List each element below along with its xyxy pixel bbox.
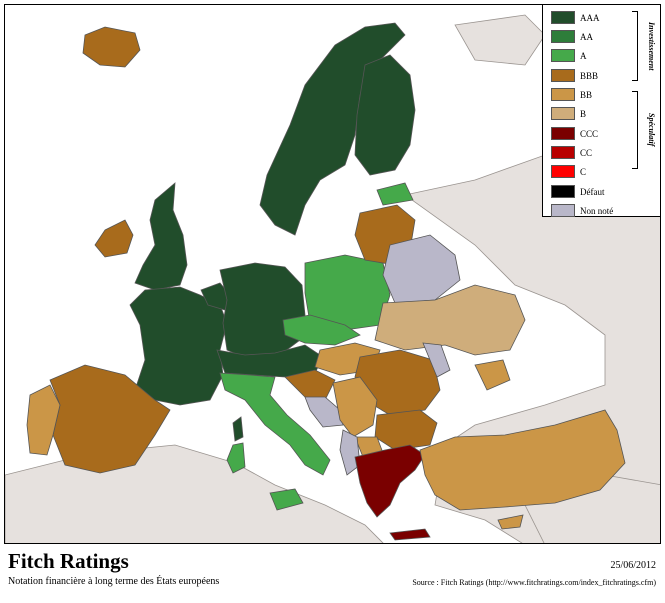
- region-portugal: [26, 384, 61, 456]
- region-turkey: [419, 409, 626, 511]
- region-estonia: [376, 182, 414, 206]
- legend-label: BBB: [580, 70, 599, 81]
- legend-label: AAA: [580, 12, 600, 23]
- region-serbia: [332, 376, 378, 438]
- region-bulgaria: [374, 409, 438, 451]
- legend-item-bbb: BBB: [551, 69, 598, 82]
- footer-title: Fitch Ratings: [8, 549, 129, 573]
- legend-label: A: [580, 50, 587, 61]
- land-svalbard: [454, 14, 546, 66]
- region-belarus: [382, 234, 461, 304]
- region-greece: [354, 444, 426, 518]
- legend-item-ccc: CCC: [551, 127, 598, 140]
- legend-swatch: [551, 204, 575, 217]
- legend-item-default: Défaut: [551, 185, 605, 198]
- legend-swatch: [551, 69, 575, 82]
- region-crete: [389, 528, 431, 541]
- legend-item-bb: BB: [551, 88, 592, 101]
- legend-bracket-speculative: [632, 91, 638, 169]
- legend-group-speculative: Spéculatif: [647, 113, 656, 147]
- legend-item-aaa: AAA: [551, 11, 600, 24]
- legend-group-investment: Investissement: [647, 21, 656, 71]
- legend-swatch: [551, 88, 575, 101]
- legend-swatch: [551, 127, 575, 140]
- legend-label: AA: [580, 31, 593, 42]
- region-bosnia: [304, 396, 344, 428]
- region-corsica: [232, 416, 244, 442]
- region-ireland: [94, 219, 134, 258]
- region-ukraine: [374, 284, 526, 356]
- legend-item-a: A: [551, 49, 587, 62]
- legend-label: CCC: [580, 128, 599, 139]
- legend-label: C: [580, 166, 587, 177]
- legend-swatch: [551, 185, 575, 198]
- legend-swatch: [551, 49, 575, 62]
- legend-item-b: B: [551, 107, 586, 120]
- region-italy: [219, 372, 331, 476]
- legend-swatch: [551, 165, 575, 178]
- legend-item-c: C: [551, 165, 586, 178]
- region-czech-slovakia: [282, 314, 361, 346]
- legend: AAA AA A BBB BB B CCC CC C Défaut Non noté Investi…: [542, 5, 660, 217]
- legend-item-aa: AA: [551, 30, 593, 43]
- legend-swatch: [551, 11, 575, 24]
- region-cyprus: [497, 514, 524, 530]
- footer-subtitle: Notation financière à long terme des Éta…: [8, 576, 220, 587]
- footer-date: 25/06/2012: [610, 560, 656, 571]
- region-sicily: [269, 488, 304, 511]
- legend-item-not-rated: Non noté: [551, 204, 613, 217]
- legend-swatch: [551, 30, 575, 43]
- footer-source: Source : Fitch Ratings (http://www.fitch…: [412, 578, 656, 587]
- region-germany: [219, 262, 306, 361]
- region-finland: [354, 54, 416, 176]
- map-frame: AAA AA A BBB BB B CCC CC C Défaut Non noté Investi…: [4, 4, 661, 544]
- region-georgia: [474, 359, 511, 391]
- region-croatia-slovenia: [284, 369, 336, 401]
- legend-label: Défaut: [580, 186, 605, 197]
- legend-swatch: [551, 146, 575, 159]
- europe-map: [5, 14, 660, 543]
- region-iceland: [82, 26, 141, 68]
- region-united-kingdom: [134, 182, 188, 291]
- region-albania: [339, 429, 361, 476]
- legend-swatch: [551, 107, 575, 120]
- legend-item-cc: CC: [551, 146, 592, 159]
- region-moldova: [422, 342, 451, 378]
- legend-label: Non noté: [580, 205, 614, 216]
- region-sardinia: [226, 442, 246, 474]
- legend-label: B: [580, 108, 587, 119]
- legend-label: CC: [580, 147, 593, 158]
- legend-bracket-investment: [632, 11, 638, 81]
- legend-label: BB: [580, 89, 593, 100]
- country-regions: [26, 22, 626, 541]
